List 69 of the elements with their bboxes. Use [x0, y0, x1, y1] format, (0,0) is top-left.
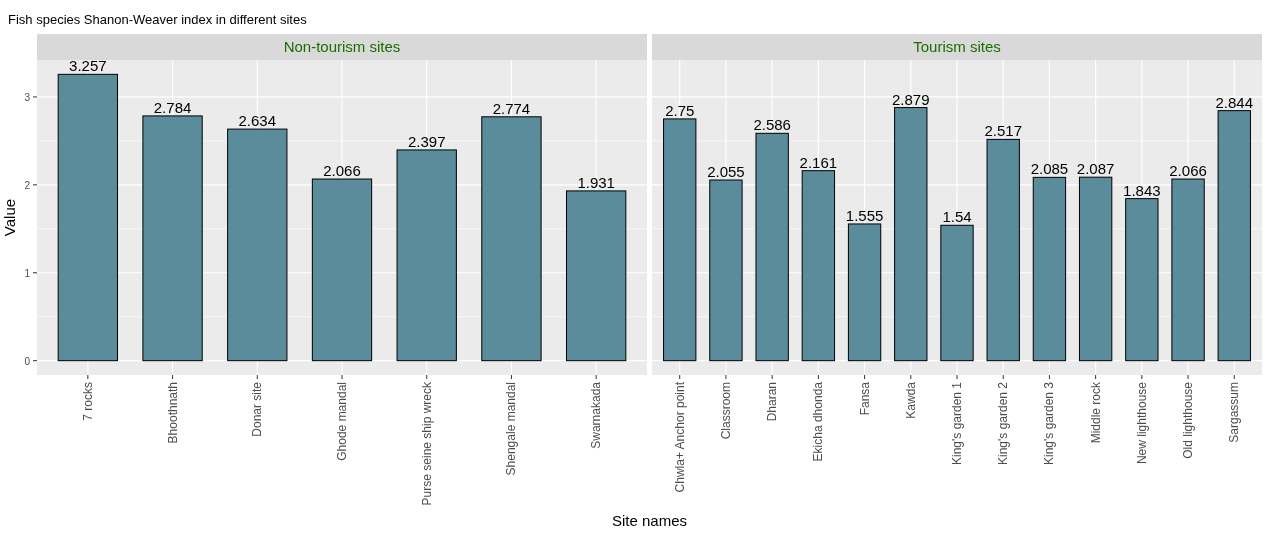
x-tick-label: Chwla+ Anchor point	[672, 381, 687, 493]
bar	[566, 190, 627, 362]
data-label: 2.634	[238, 112, 277, 130]
bar	[481, 116, 542, 362]
chart-title: Fish species Shanon-Weaver index in different sites	[8, 12, 308, 27]
bar	[801, 170, 836, 362]
bar	[1078, 176, 1113, 362]
bar	[847, 223, 882, 362]
data-label: 2.087	[1076, 160, 1115, 178]
bar	[894, 107, 928, 362]
x-tick-label: Shengale mandal	[504, 382, 519, 476]
data-label: 2.844	[1215, 93, 1254, 111]
data-label: 1.843	[1123, 181, 1161, 199]
bar	[396, 149, 457, 362]
x-tick-label: King's garden 1	[950, 381, 964, 466]
data-label: 2.085	[1030, 160, 1069, 178]
data-label: 2.586	[753, 116, 791, 134]
chart-subtitle: Non-tourism sites	[283, 38, 401, 55]
chart-subtitle: Tourism sites	[913, 38, 1001, 55]
x-tick-label: Donar site	[250, 381, 265, 437]
bar	[663, 118, 697, 362]
data-label: 3.257	[69, 57, 107, 75]
data-label: 1.931	[577, 173, 615, 191]
y-tick-label: 3	[24, 91, 31, 103]
data-label: 2.517	[984, 122, 1022, 140]
x-tick-label: Fansa	[857, 381, 872, 416]
data-label: 2.879	[892, 90, 930, 108]
x-tick-label: 7 rocks	[80, 382, 95, 421]
bar	[1217, 110, 1251, 362]
bar	[142, 115, 203, 362]
data-label: 1.54	[942, 208, 972, 226]
x-tick-label: New lighthouse	[1134, 381, 1149, 465]
x-tick-label: Bhoothnath	[165, 382, 180, 444]
data-label: 2.774	[492, 99, 531, 117]
x-tick-label: Dharan	[765, 382, 780, 422]
bar	[755, 132, 789, 362]
x-axis-title: Site names	[611, 512, 688, 529]
data-label: 2.066	[1169, 162, 1207, 180]
y-tick-label: 1	[24, 267, 31, 279]
x-tick-label: Sargassum	[1227, 382, 1242, 443]
bar	[57, 73, 118, 362]
x-tick-label: Middle rock	[1088, 381, 1103, 444]
bar	[709, 179, 743, 362]
bar	[1125, 198, 1159, 362]
data-label: 2.75	[665, 101, 695, 119]
y-tick-label: 0	[24, 355, 31, 367]
bar	[986, 138, 1020, 362]
bar	[1171, 178, 1205, 362]
y-axis-title: Value	[1, 198, 18, 237]
x-tick-label: King's garden 2	[996, 381, 1011, 466]
x-tick-label: Ekicha dhonda	[811, 381, 826, 462]
data-label: 2.397	[407, 132, 446, 150]
x-tick-label: Kawda	[903, 381, 918, 419]
bar	[1032, 176, 1067, 362]
data-label: 2.066	[323, 162, 361, 180]
x-tick-label: Ghode mandal	[335, 382, 349, 461]
data-label: 2.784	[153, 98, 192, 116]
bar	[311, 178, 373, 362]
y-tick-label: 2	[24, 179, 31, 191]
x-tick-label: Old lighthouse	[1181, 381, 1196, 459]
data-label: 2.055	[707, 163, 745, 180]
data-label: 1.555	[845, 206, 884, 224]
x-tick-label: Classroom	[718, 382, 733, 440]
x-tick-label: Swarnakada	[589, 381, 604, 449]
data-label: 2.161	[799, 153, 838, 171]
bar	[227, 128, 288, 362]
x-tick-label: King's garden 3	[1042, 381, 1057, 466]
bar	[940, 224, 974, 362]
x-tick-label: Purse seine ship wreck	[419, 381, 434, 506]
